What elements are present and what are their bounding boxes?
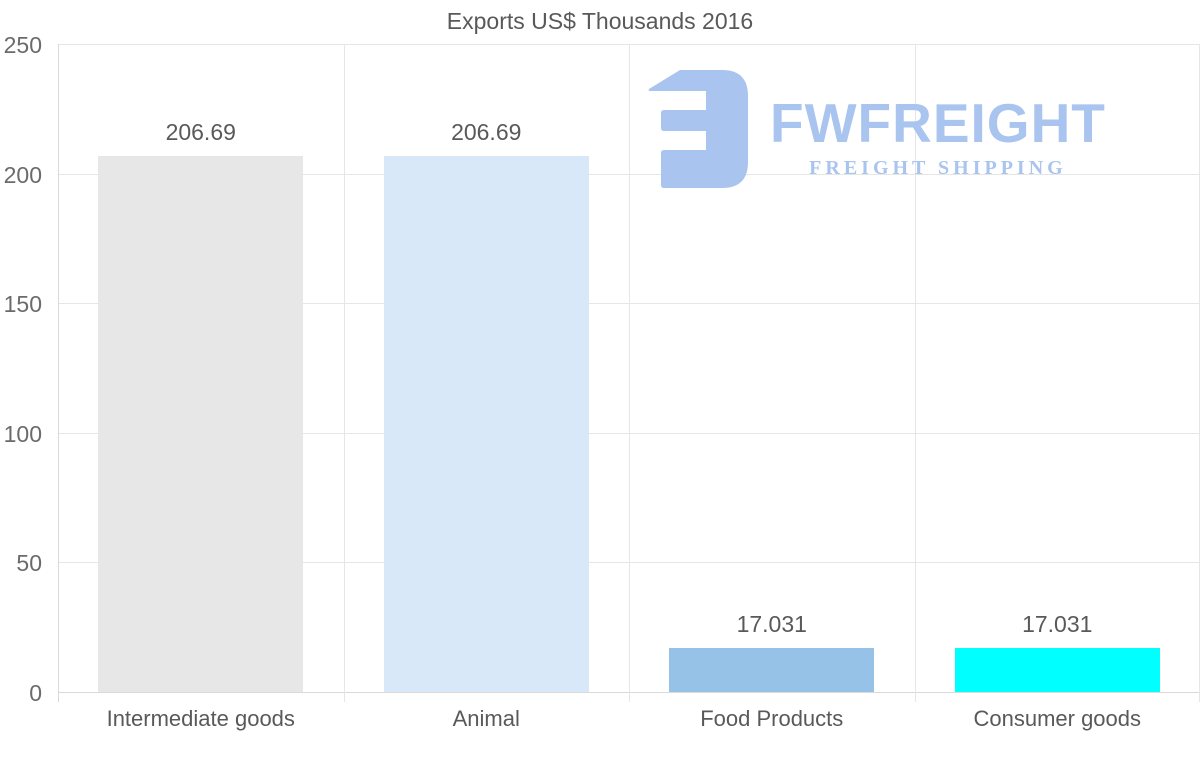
category-boundary-line xyxy=(343,44,345,702)
bar-food-products xyxy=(669,647,875,692)
category-boundary-line xyxy=(629,44,630,702)
x-axis: Intermediate goods Animal Food Products Con… xyxy=(58,706,1200,732)
y-tick-label-200: 200 xyxy=(3,161,42,188)
y-axis-line xyxy=(58,44,59,702)
chart-title: Exports US$ Thousands 2016 xyxy=(446,8,754,34)
watermark-tagline: FREIGHT SHIPPING xyxy=(809,157,1067,179)
value-label: 17.031 xyxy=(1022,610,1093,637)
watermark-text: FWFREIGHT FREIGHT SHIPPING xyxy=(770,96,1106,180)
fwfreight-logo-icon xyxy=(648,70,748,188)
x-category-label: Intermediate goods xyxy=(106,706,295,731)
y-tick-label-150: 150 xyxy=(3,291,42,318)
plot-area: 206.69 206.69 17.031 17.031 xyxy=(58,44,1200,702)
bar-intermediate-goods xyxy=(98,156,304,692)
y-tick-label-100: 100 xyxy=(3,420,42,447)
y-tick-label-0: 0 xyxy=(29,680,42,706)
category-boundary-line xyxy=(914,44,916,702)
value-label: 206.69 xyxy=(165,119,236,146)
watermark-logo: FWFREIGHT FREIGHT SHIPPING xyxy=(648,70,1106,188)
x-category-label: Consumer goods xyxy=(973,706,1142,731)
bar-animal xyxy=(383,156,589,692)
x-category-label: Food Products xyxy=(700,706,844,731)
y-tick-label-250: 250 xyxy=(3,32,42,58)
y-axis: 0 50 100 150 200 250 xyxy=(0,32,50,706)
watermark-brand: FWFREIGHT xyxy=(770,92,1106,154)
y-tick-label-50: 50 xyxy=(16,550,42,577)
value-label: 17.031 xyxy=(736,610,807,637)
value-label: 206.69 xyxy=(451,119,522,146)
x-category-label: Animal xyxy=(452,706,520,731)
bar-consumer-goods xyxy=(954,647,1160,692)
